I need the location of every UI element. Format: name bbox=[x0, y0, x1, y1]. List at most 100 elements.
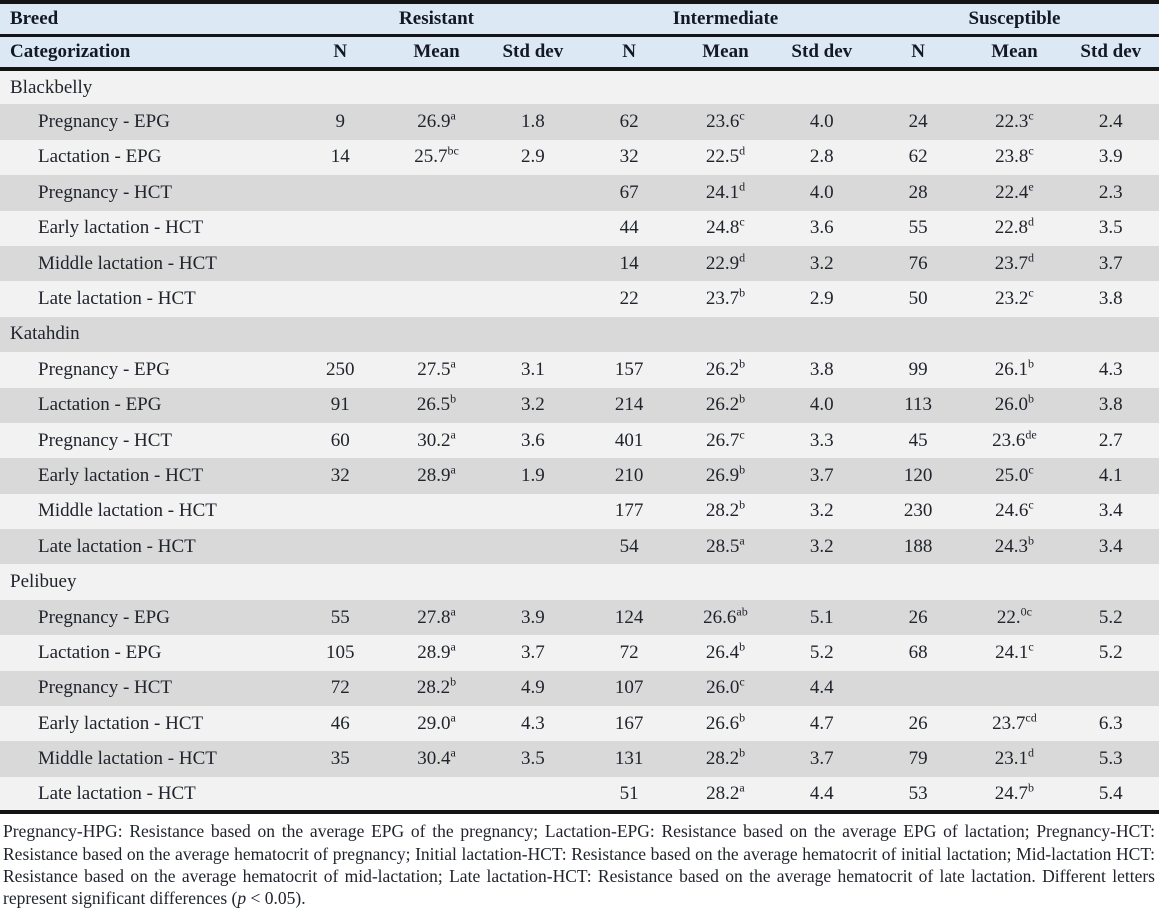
cell-stddev: 5.2 bbox=[1098, 641, 1123, 663]
cell-n: 107 bbox=[614, 677, 644, 699]
significance-letter: a bbox=[450, 604, 456, 619]
cell-stddev: 3.8 bbox=[1098, 394, 1123, 416]
significance-letter: b bbox=[450, 675, 457, 689]
cell-mean: 22.0c bbox=[996, 604, 1032, 628]
cell-stddev: 3.5 bbox=[1098, 217, 1123, 239]
cell-stddev: 3.7 bbox=[809, 464, 834, 486]
footnote-tail-text: < 0.05). bbox=[246, 888, 306, 909]
cell-n: 50 bbox=[908, 288, 928, 310]
cell-n: 68 bbox=[908, 641, 928, 663]
cell-n: 131 bbox=[614, 748, 644, 770]
categorization-header: Categorization bbox=[0, 35, 293, 69]
significance-letter: cd bbox=[1025, 710, 1037, 725]
cell-n: 250 bbox=[325, 358, 355, 380]
cell-stddev bbox=[1063, 671, 1159, 706]
table-row: Early lactation - HCT 32 28.9a 1.9 210 26.9b 3… bbox=[0, 458, 1159, 494]
cell-n: 72 bbox=[619, 641, 639, 663]
cell-mean: 24.3b bbox=[994, 533, 1035, 557]
row-label: Early lactation - HCT bbox=[38, 217, 204, 239]
cell-mean: 22.5d bbox=[705, 144, 746, 168]
cell-stddev: 3.9 bbox=[1098, 146, 1123, 168]
cell-stddev: 4.0 bbox=[809, 111, 834, 133]
cell-mean bbox=[388, 246, 484, 281]
cell-mean: 25.0c bbox=[995, 462, 1034, 486]
cell-stddev: 4.0 bbox=[809, 181, 834, 203]
cell-n bbox=[292, 529, 388, 564]
cell-stddev: 3.5 bbox=[520, 748, 545, 770]
cell-n: 9 bbox=[335, 111, 345, 133]
cell-stddev: 5.1 bbox=[809, 606, 834, 628]
significance-letter: a bbox=[450, 356, 456, 371]
significance-letter: c bbox=[1028, 108, 1034, 123]
significance-letter: ab bbox=[736, 604, 748, 619]
cell-stddev: 3.8 bbox=[1098, 288, 1123, 310]
cell-stddev: 1.9 bbox=[520, 464, 545, 486]
cell-n: 32 bbox=[619, 146, 639, 168]
cell-stddev bbox=[485, 211, 581, 246]
significance-letter: d bbox=[739, 179, 746, 194]
cell-stddev: 2.4 bbox=[1098, 111, 1123, 133]
cell-mean bbox=[388, 777, 484, 812]
cell-stddev bbox=[485, 494, 581, 529]
significance-letter: de bbox=[1025, 427, 1037, 442]
cell-stddev: 2.3 bbox=[1098, 181, 1123, 203]
cell-mean: 26.0b bbox=[994, 391, 1035, 416]
col-header-n: N bbox=[869, 35, 967, 69]
footnote-p-symbol: p bbox=[237, 888, 247, 909]
cell-mean bbox=[388, 175, 484, 210]
cell-mean bbox=[388, 494, 484, 529]
cell-mean: 26.2b bbox=[705, 356, 746, 380]
cell-stddev: 3.6 bbox=[809, 217, 834, 239]
group-header-row: Breed Resistant Intermediate Susceptible bbox=[0, 2, 1159, 36]
cell-stddev: 2.9 bbox=[520, 146, 545, 168]
cell-stddev bbox=[485, 281, 581, 316]
cell-n: 79 bbox=[908, 748, 928, 770]
table-row: Middle lactation - HCT 14 22.9d 3.2 76 23.7d 3… bbox=[0, 245, 1159, 282]
table-row: Late lactation - HCT 54 28.5a 3.2 188 24.3b 3.… bbox=[0, 529, 1159, 565]
table-row: Lactation - EPG 105 28.9a 3.7 72 26.4b 5.2 68 24… bbox=[0, 635, 1159, 671]
cell-mean: 24.1d bbox=[705, 179, 746, 203]
resistance-statistics-table: Breed Resistant Intermediate Susceptible… bbox=[0, 0, 1159, 813]
table-row: Middle lactation - HCT 35 30.4a 3.5 131 28.2b… bbox=[0, 741, 1159, 777]
table-row: Late lactation - HCT 22 23.7b 2.9 50 23.2c 3.8 bbox=[0, 281, 1159, 317]
significance-letter: c bbox=[1028, 639, 1034, 654]
cell-n: 24 bbox=[908, 111, 928, 133]
cell-n: 14 bbox=[330, 146, 350, 168]
table-body: Blackbelly Pregnancy - EPG 9 26.9a 1.8 62 23.6… bbox=[0, 69, 1159, 813]
cell-n: 22 bbox=[619, 288, 639, 310]
significance-letter: c bbox=[739, 108, 745, 123]
cell-stddev: 4.4 bbox=[809, 677, 834, 699]
cell-stddev: 2.9 bbox=[809, 288, 834, 310]
cell-stddev: 5.4 bbox=[1098, 782, 1123, 804]
row-label: Late lactation - HCT bbox=[38, 535, 196, 557]
cell-n: 26 bbox=[908, 606, 928, 628]
cell-stddev: 2.7 bbox=[1098, 429, 1123, 451]
row-label: Pregnancy - EPG bbox=[38, 358, 170, 380]
significance-letter: b bbox=[739, 391, 746, 406]
cell-mean bbox=[388, 281, 484, 316]
table-row: Early lactation - HCT 44 24.8c 3.6 55 22.8d 3.… bbox=[0, 210, 1159, 246]
cell-stddev bbox=[485, 529, 581, 564]
cell-n: 124 bbox=[614, 606, 644, 628]
cell-mean: 28.2b bbox=[705, 498, 746, 522]
cell-n bbox=[292, 281, 388, 316]
significance-letter: 0c bbox=[1020, 604, 1032, 619]
cell-n bbox=[870, 671, 966, 706]
cell-n: 45 bbox=[908, 429, 928, 451]
cell-stddev: 3.2 bbox=[809, 535, 834, 557]
col-header-n: N bbox=[292, 35, 389, 69]
breed-section-row: Blackbelly bbox=[0, 69, 1159, 105]
cell-stddev: 4.9 bbox=[520, 677, 545, 699]
significance-letter: b bbox=[1028, 533, 1035, 548]
cell-stddev: 3.4 bbox=[1098, 500, 1123, 522]
cell-n bbox=[292, 777, 388, 812]
row-label: Early lactation - HCT bbox=[38, 712, 204, 734]
cell-stddev: 3.4 bbox=[1098, 535, 1123, 557]
cell-mean: 23.6de bbox=[992, 427, 1037, 451]
row-label: Pregnancy - EPG bbox=[38, 111, 170, 133]
row-label: Lactation - EPG bbox=[38, 394, 162, 416]
cell-stddev bbox=[485, 777, 581, 812]
significance-letter: b bbox=[1028, 356, 1035, 371]
cell-stddev: 5.3 bbox=[1098, 748, 1123, 770]
